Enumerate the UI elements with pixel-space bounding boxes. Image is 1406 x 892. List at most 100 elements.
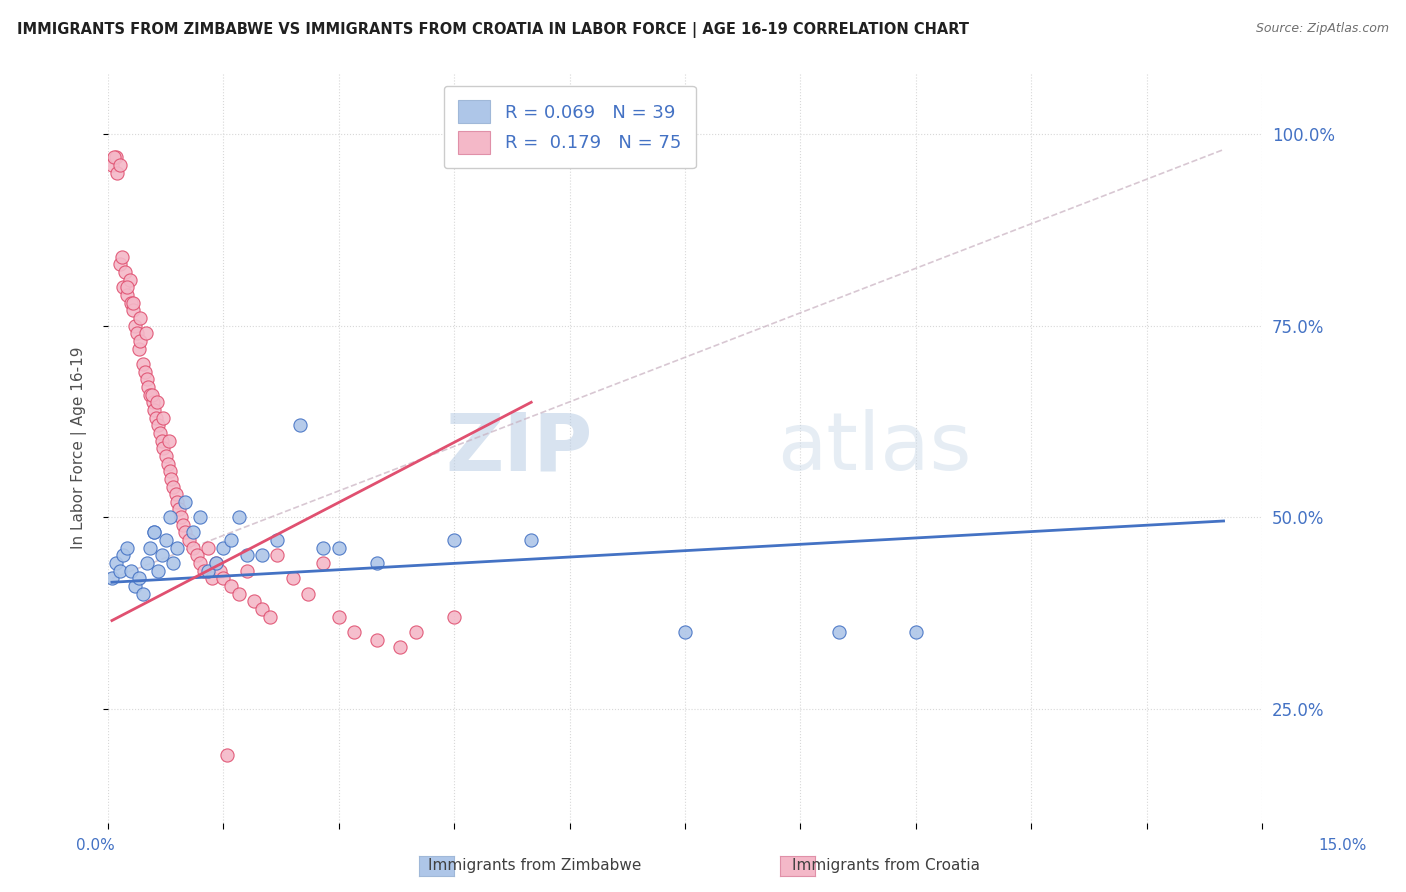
Point [142, 395, 165, 409]
Text: IMMIGRANTS FROM ZIMBABWE VS IMMIGRANTS FROM CROATIA IN LABOR FORCE | AGE 16-19 C: IMMIGRANTS FROM ZIMBABWE VS IMMIGRANTS F… [17, 22, 969, 38]
Point [389, 640, 412, 655]
Point [124, 318, 146, 333]
Point [105, 165, 128, 179]
Point [135, 556, 157, 570]
Point [155, 449, 177, 463]
Point [312, 556, 335, 570]
Point [219, 533, 242, 548]
Point [243, 594, 266, 608]
Point [131, 587, 153, 601]
Point [235, 549, 257, 563]
Point [290, 418, 312, 433]
Text: Source: ZipAtlas.com: Source: ZipAtlas.com [1256, 22, 1389, 36]
Point [160, 472, 183, 486]
Point [208, 564, 231, 578]
Point [127, 326, 149, 341]
Point [162, 479, 184, 493]
Point [443, 609, 465, 624]
Text: 15.0%: 15.0% [1319, 838, 1367, 853]
Point [117, 541, 139, 555]
Point [197, 541, 219, 555]
Point [174, 525, 197, 540]
Point [118, 273, 141, 287]
Point [120, 564, 142, 578]
Y-axis label: In Labor Force | Age 16-19: In Labor Force | Age 16-19 [72, 347, 87, 549]
Point [122, 295, 145, 310]
Point [104, 150, 127, 164]
Point [145, 395, 167, 409]
Point [165, 487, 187, 501]
Point [250, 602, 273, 616]
Point [131, 357, 153, 371]
Point [103, 150, 125, 164]
Point [172, 517, 194, 532]
Point [150, 549, 173, 563]
Point [281, 571, 304, 585]
Text: atlas: atlas [778, 409, 972, 487]
Point [186, 549, 208, 563]
Point [170, 510, 193, 524]
Point [139, 387, 162, 401]
Point [101, 158, 124, 172]
Point [673, 625, 696, 640]
Point [181, 525, 204, 540]
Point [190, 556, 212, 570]
Point [146, 564, 169, 578]
Point [155, 533, 177, 548]
Point [312, 541, 335, 555]
Point [167, 502, 190, 516]
Point [177, 533, 200, 548]
Legend: R = 0.069   N = 39, R =  0.179   N = 75: R = 0.069 N = 39, R = 0.179 N = 75 [443, 86, 696, 169]
Text: 0.0%: 0.0% [76, 838, 115, 853]
Point [174, 495, 197, 509]
Point [366, 632, 388, 647]
Point [217, 747, 239, 762]
Point [101, 571, 124, 585]
Point [108, 257, 131, 271]
Point [162, 556, 184, 570]
Point [108, 564, 131, 578]
Point [297, 587, 319, 601]
Point [134, 365, 156, 379]
Point [405, 625, 427, 640]
Point [139, 541, 162, 555]
Point [328, 541, 350, 555]
Point [117, 288, 139, 302]
Point [201, 571, 224, 585]
Point [904, 625, 927, 640]
Point [443, 533, 465, 548]
Point [110, 158, 132, 172]
Text: Immigrants from Zimbabwe: Immigrants from Zimbabwe [427, 858, 641, 872]
Point [149, 425, 172, 440]
Point [146, 418, 169, 433]
Text: Immigrants from Croatia: Immigrants from Croatia [792, 858, 980, 872]
Point [159, 464, 181, 478]
Point [141, 387, 163, 401]
Point [159, 510, 181, 524]
Point [129, 334, 152, 348]
Point [120, 295, 142, 310]
Point [128, 342, 150, 356]
Point [343, 625, 366, 640]
Point [235, 564, 257, 578]
Point [135, 326, 157, 341]
Point [114, 265, 136, 279]
Point [157, 457, 180, 471]
Point [128, 311, 150, 326]
Point [152, 410, 174, 425]
Point [204, 556, 226, 570]
Point [520, 533, 543, 548]
Point [228, 587, 250, 601]
Point [266, 549, 288, 563]
Point [111, 250, 134, 264]
Text: ZIP: ZIP [446, 409, 593, 487]
Point [128, 571, 150, 585]
Point [366, 556, 388, 570]
Point [152, 441, 174, 455]
Point [143, 403, 166, 417]
Point [193, 564, 215, 578]
Point [212, 571, 235, 585]
Point [212, 541, 235, 555]
Point [157, 434, 180, 448]
Point [104, 556, 127, 570]
